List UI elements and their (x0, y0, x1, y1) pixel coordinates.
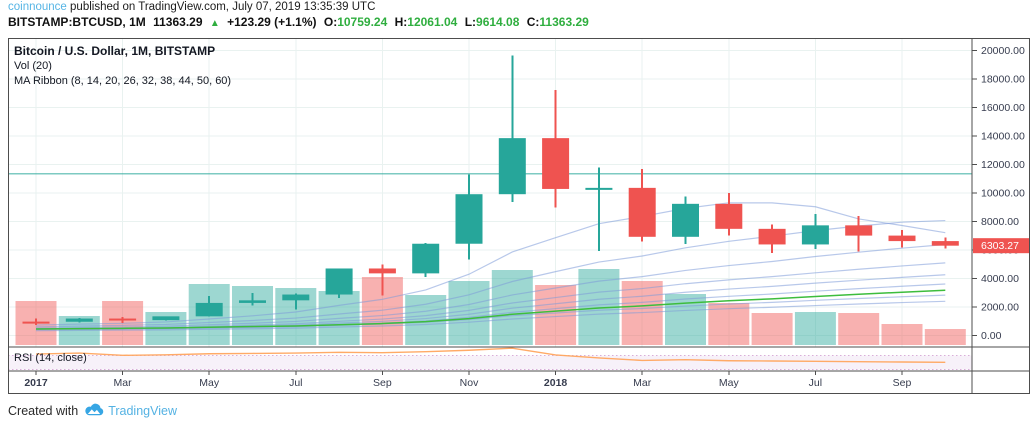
volume-bar (535, 285, 577, 345)
time-axis-label: Jul (289, 377, 302, 389)
ma-ribbon-line (35, 300, 946, 332)
rsi-indicator-legend[interactable]: RSI (14, close) (14, 352, 87, 364)
volume-indicator-legend[interactable]: Vol (20) (14, 60, 52, 72)
last-price-badge (973, 238, 1029, 254)
low-label: L: (464, 15, 477, 29)
ma-ribbon-line (35, 202, 946, 326)
candle-body (368, 268, 396, 274)
ma-ribbon-line (35, 219, 946, 328)
price-axis-label: 16000.00 (981, 102, 1025, 114)
candle-body (585, 187, 613, 190)
price-axis-label: 18000.00 (981, 74, 1025, 86)
author-link[interactable]: coinnounce (8, 1, 67, 13)
candle-body (195, 302, 223, 317)
time-axis-label: May (719, 377, 740, 389)
chart-legend: Bitcoin / U.S. Dollar, 1M, BITSTAMP Vol … (14, 43, 231, 89)
last-price-badge-value: 6303.27 (981, 240, 1019, 252)
candle-body (672, 203, 699, 237)
tradingview-logo-icon (84, 402, 104, 419)
price-axis-label: 12000.00 (981, 159, 1025, 171)
candle-body (22, 321, 50, 324)
candle-body (845, 225, 873, 236)
ma-ribbon-line (35, 243, 946, 329)
candle-body (498, 138, 526, 195)
price-axis-label: 20000.00 (981, 45, 1025, 57)
tradingview-brand-link[interactable]: TradingView (108, 403, 177, 418)
volume-bar (491, 270, 533, 345)
price-axis-label: 0.00 (981, 330, 1002, 342)
symbol-legend-title[interactable]: Bitcoin / U.S. Dollar, 1M, BITSTAMP (14, 44, 216, 58)
time-axis-label: 2017 (24, 377, 48, 389)
candle-body (282, 294, 310, 301)
low-value: 9614.08 (476, 15, 520, 29)
candle-body (455, 194, 483, 244)
close-value: 11363.29 (539, 15, 589, 29)
close-label: C: (526, 15, 540, 29)
symbol-name: BITSTAMP:BTCUSD, 1M (8, 15, 146, 29)
open-value: 10759.24 (337, 15, 388, 29)
time-axis-label: Mar (114, 377, 133, 389)
time-axis-label: Sep (373, 377, 392, 389)
candle-body (628, 187, 656, 237)
price-axis-label: 4000.00 (981, 273, 1019, 285)
candle-body (931, 241, 959, 246)
ma-ribbon-line-green (35, 289, 946, 330)
price-axis-label: 8000.00 (981, 216, 1019, 228)
up-triangle-icon: ▲ (209, 18, 220, 29)
time-axis-label: Mar (633, 377, 652, 389)
last-price: 11363.29 (153, 15, 203, 29)
volume-bar (881, 324, 923, 345)
volume-bar (708, 303, 750, 345)
open-label: O: (323, 15, 338, 29)
price-change: +123.29 (+1.1%) (227, 15, 317, 29)
candle-body (412, 243, 440, 274)
time-axis-label: Jul (809, 377, 822, 389)
candle-body (239, 300, 266, 303)
chart-frame (8, 38, 1030, 394)
candle-body (715, 203, 743, 229)
candle-body (758, 228, 786, 245)
rsi-line (35, 347, 946, 363)
candle-body (109, 318, 137, 321)
candle-body (65, 318, 93, 322)
price-axis-label: 10000.00 (981, 188, 1025, 200)
symbol-status-line: BITSTAMP:BTCUSD, 1M 11363.29 ▲ +123.29 (… (8, 15, 593, 29)
time-axis-label: Nov (460, 377, 479, 389)
time-axis-label: May (199, 377, 220, 389)
candle-body (152, 316, 180, 321)
rsi-band (8, 355, 972, 370)
byline-text: published on TradingView.com, July 07, 2… (66, 1, 376, 13)
volume-bar (924, 329, 966, 345)
chart-pane[interactable]: 0.002000.004000.006000.008000.0010000.00… (8, 38, 1030, 394)
time-axis-label: 2018 (544, 377, 568, 389)
candle-body (801, 225, 829, 245)
byline: coinnounce published on TradingView.com,… (8, 1, 375, 13)
high-value: 12061.04 (407, 15, 458, 29)
volume-bar (794, 312, 836, 345)
ma-ribbon-indicator-legend[interactable]: MA Ribbon (8, 14, 20, 26, 32, 38, 44, 50… (14, 75, 232, 87)
volume-bar (448, 281, 490, 345)
created-with-text: Created with (8, 403, 79, 418)
volume-bar (838, 313, 880, 345)
price-axis-label: 14000.00 (981, 131, 1025, 143)
footer-attribution: Created with TradingView (8, 402, 177, 419)
chart-canvas[interactable]: 0.002000.004000.006000.008000.0010000.00… (8, 38, 1030, 394)
candle-body (325, 268, 353, 295)
time-axis-label: Sep (893, 377, 912, 389)
candle-body (542, 138, 570, 189)
high-label: H: (394, 15, 408, 29)
price-axis-label: 2000.00 (981, 302, 1019, 314)
candle-body (888, 235, 916, 242)
volume-bar (751, 313, 793, 345)
